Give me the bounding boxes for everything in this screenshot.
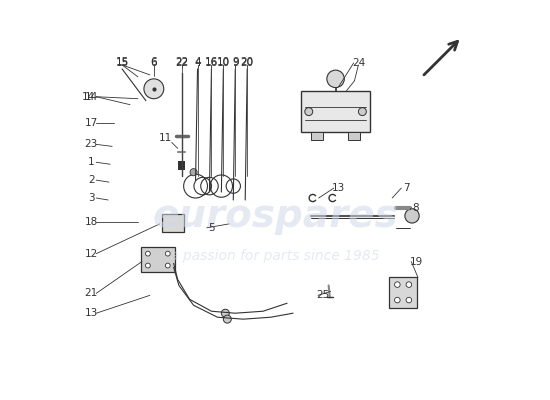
Text: 2: 2 (88, 175, 95, 185)
Bar (349, 132, 360, 140)
Text: 13: 13 (332, 183, 345, 193)
Circle shape (166, 251, 170, 256)
Text: 1: 1 (88, 157, 95, 167)
Text: 16: 16 (205, 57, 218, 67)
Circle shape (405, 209, 419, 223)
Circle shape (406, 282, 411, 287)
Text: 3: 3 (88, 193, 95, 203)
Text: 10: 10 (217, 57, 230, 67)
Text: 8: 8 (412, 203, 419, 213)
Circle shape (394, 282, 400, 287)
Text: 20: 20 (241, 58, 254, 68)
Text: 17: 17 (85, 118, 98, 128)
Circle shape (166, 263, 170, 268)
Text: 12: 12 (85, 249, 98, 259)
Text: eurospares: eurospares (152, 197, 398, 235)
Text: 22: 22 (175, 57, 188, 67)
Text: 13: 13 (85, 308, 98, 318)
FancyBboxPatch shape (162, 214, 184, 232)
Circle shape (223, 315, 232, 323)
Text: 22: 22 (175, 58, 188, 68)
Circle shape (221, 309, 229, 317)
Circle shape (394, 297, 400, 303)
Circle shape (359, 108, 366, 116)
Text: 7: 7 (403, 183, 409, 193)
Text: 5: 5 (208, 223, 214, 233)
Text: 23: 23 (85, 139, 98, 149)
Text: 15: 15 (116, 57, 129, 67)
Circle shape (406, 297, 411, 303)
Circle shape (146, 263, 150, 268)
Text: a passion for parts since 1985: a passion for parts since 1985 (170, 249, 380, 263)
Bar (311, 132, 323, 140)
Circle shape (190, 169, 197, 176)
Text: 19: 19 (409, 256, 422, 266)
Text: 14: 14 (85, 92, 98, 102)
Text: 20: 20 (241, 57, 254, 67)
Circle shape (305, 108, 313, 116)
FancyBboxPatch shape (301, 91, 370, 132)
Text: 6: 6 (151, 57, 157, 67)
Bar (179, 162, 185, 170)
Text: 9: 9 (232, 57, 239, 67)
Text: 18: 18 (85, 217, 98, 227)
FancyBboxPatch shape (141, 247, 174, 272)
Circle shape (146, 251, 150, 256)
Text: 24: 24 (352, 58, 365, 68)
Text: 6: 6 (151, 58, 157, 68)
Text: 4: 4 (194, 58, 201, 68)
Text: 25: 25 (316, 290, 329, 300)
Circle shape (327, 70, 344, 88)
Text: 9: 9 (232, 58, 239, 68)
Text: 11: 11 (159, 134, 172, 144)
FancyBboxPatch shape (389, 277, 417, 308)
Text: 4: 4 (194, 57, 201, 67)
Text: 14: 14 (82, 92, 95, 102)
Text: 10: 10 (217, 58, 230, 68)
Text: 16: 16 (205, 58, 218, 68)
Text: 21: 21 (85, 288, 98, 298)
Circle shape (144, 79, 164, 99)
Text: 15: 15 (116, 58, 129, 68)
